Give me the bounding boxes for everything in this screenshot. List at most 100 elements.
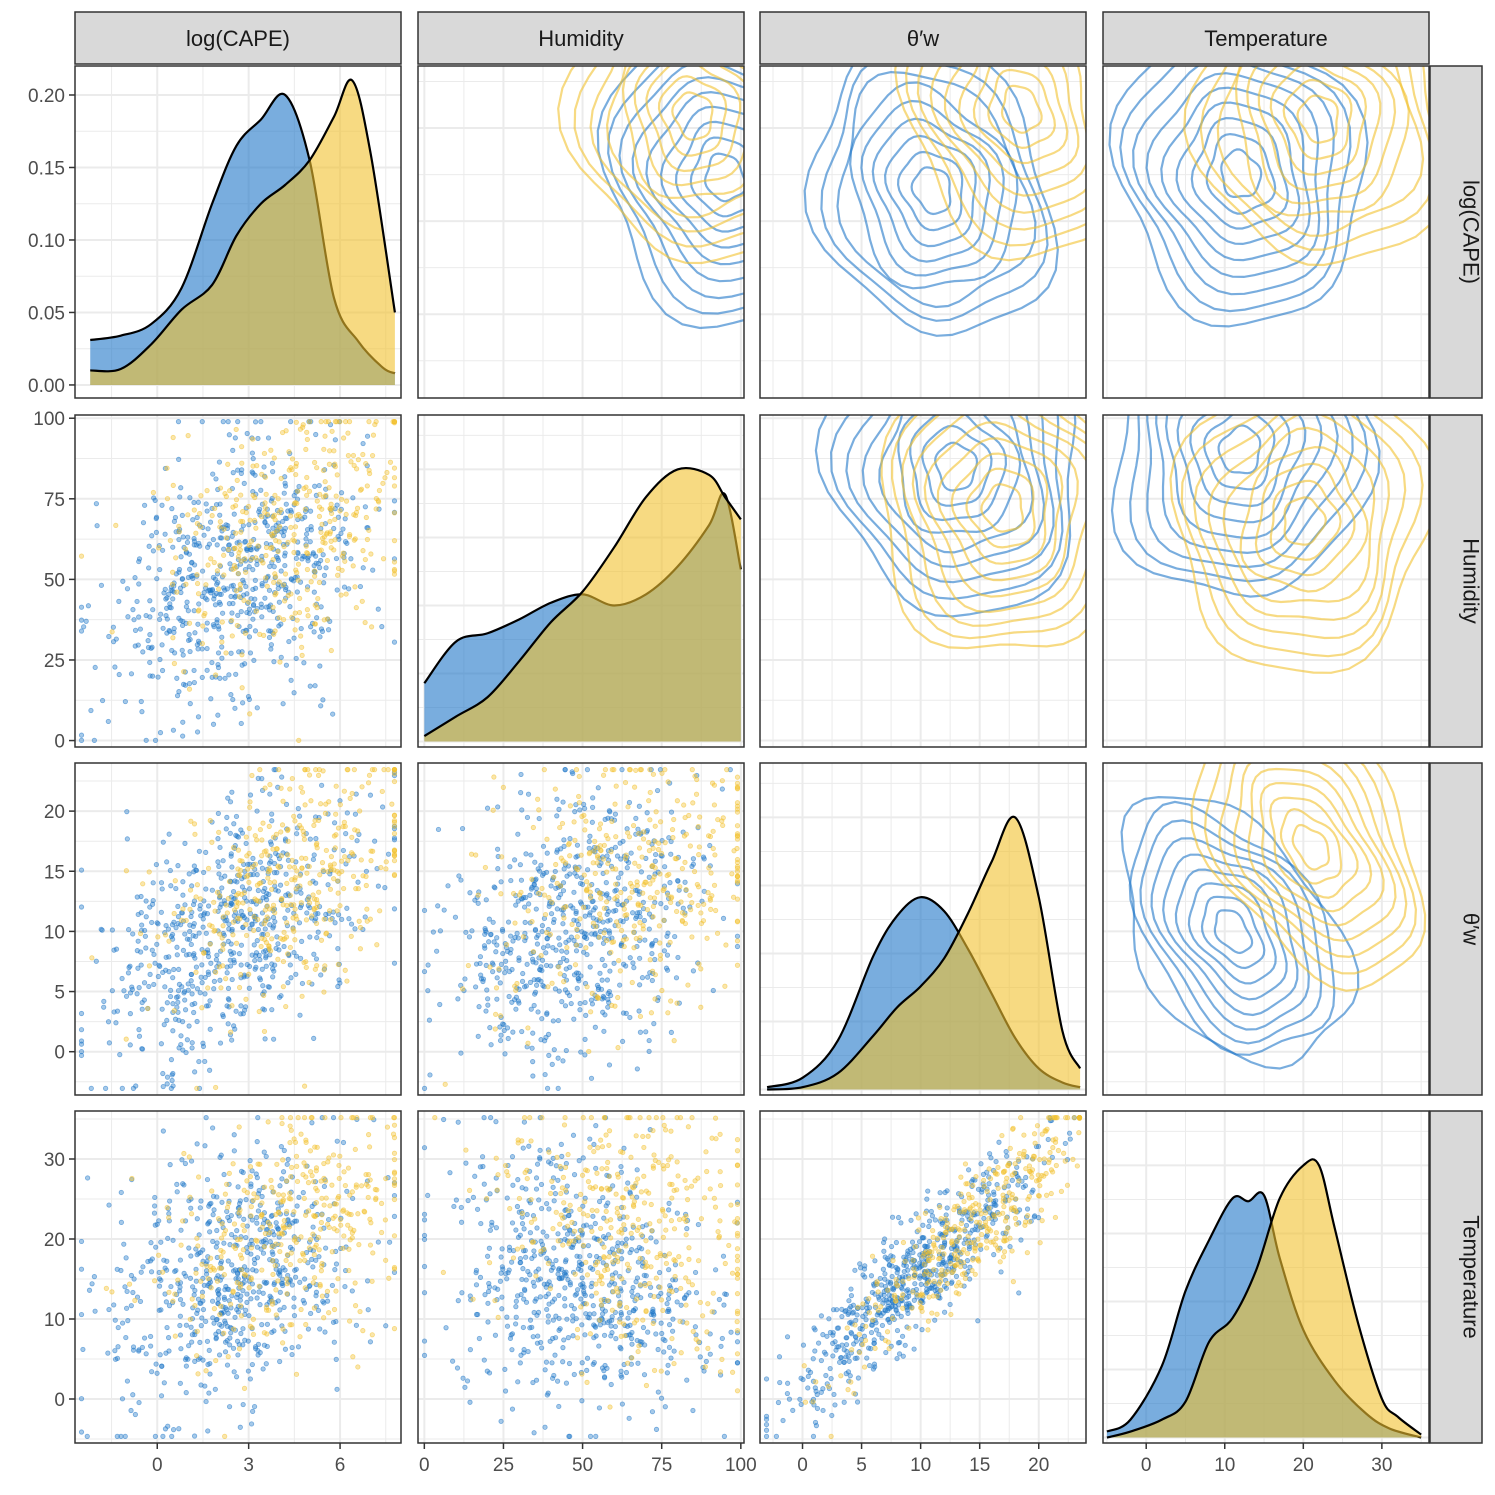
scatter-point xyxy=(677,884,683,890)
scatter-point xyxy=(666,1200,672,1206)
scatter-point xyxy=(641,917,647,924)
scatter-point xyxy=(629,889,635,895)
scatter-point xyxy=(497,1013,504,1019)
scatter-point xyxy=(250,1408,256,1414)
scatter-point xyxy=(694,776,700,783)
scatter-point xyxy=(525,1025,531,1031)
scatter-point xyxy=(303,531,310,537)
scatter-point xyxy=(339,868,345,875)
scatter-point xyxy=(589,990,595,997)
scatter-point xyxy=(246,610,253,617)
scatter-point xyxy=(330,1152,337,1158)
scatter-point xyxy=(350,1354,356,1360)
scatter-point xyxy=(138,1269,144,1275)
scatter-point xyxy=(218,985,224,991)
scatter-point xyxy=(139,999,145,1006)
scatter-point xyxy=(243,569,249,575)
scatter-point xyxy=(280,902,286,908)
scatter-point xyxy=(191,542,197,548)
scatter-point xyxy=(291,531,297,538)
scatter-point xyxy=(345,857,351,864)
scatter-point xyxy=(177,1313,183,1319)
scatter-point xyxy=(326,485,332,491)
scatter-point xyxy=(194,882,200,888)
scatter-point xyxy=(495,866,501,872)
scatter-point xyxy=(319,782,325,788)
scatter-point xyxy=(284,1291,290,1297)
scatter-point xyxy=(187,1316,193,1322)
scatter-point xyxy=(497,1278,504,1284)
scatter-point xyxy=(151,951,157,958)
scatter-point xyxy=(139,709,145,715)
scatter-point xyxy=(259,865,266,871)
scatter-point xyxy=(662,1404,668,1410)
scatter-point xyxy=(646,874,652,880)
scatter-point xyxy=(266,1307,272,1313)
scatter-point xyxy=(236,594,242,600)
scatter-point xyxy=(258,557,264,564)
scatter-point xyxy=(312,966,318,972)
scatter-point xyxy=(688,907,694,913)
scatter-point xyxy=(637,1029,644,1035)
scatter-point xyxy=(175,988,182,994)
scatter-point xyxy=(544,1233,550,1239)
scatter-point xyxy=(338,490,345,496)
scatter-point xyxy=(257,826,263,833)
scatter-point xyxy=(166,1348,172,1354)
scatter-point xyxy=(734,933,741,939)
scatter-point xyxy=(734,878,741,884)
scatter-point xyxy=(292,937,298,943)
scatter-point xyxy=(85,603,91,609)
scatter-point xyxy=(78,1429,85,1435)
scatter-point xyxy=(391,817,398,824)
scatter-point xyxy=(387,459,394,465)
scatter-point xyxy=(527,979,534,985)
scatter-point xyxy=(641,829,647,835)
scatter-point xyxy=(473,984,479,990)
contour-line xyxy=(1164,415,1323,540)
scatter-point xyxy=(623,1369,630,1376)
scatter-point xyxy=(508,933,514,939)
scatter-point xyxy=(238,1168,245,1174)
scatter-point xyxy=(537,967,543,973)
y-tick-label: 50 xyxy=(44,570,65,591)
scatter-point xyxy=(305,558,311,564)
scatter-point xyxy=(323,1245,329,1251)
scatter-point xyxy=(180,906,186,912)
scatter-point xyxy=(483,929,489,935)
scatter-point xyxy=(617,1344,623,1350)
scatter-point xyxy=(246,879,252,885)
scatter-point xyxy=(604,899,610,905)
scatter-point xyxy=(270,556,276,563)
scatter-point xyxy=(265,1119,271,1125)
scatter-point xyxy=(296,483,302,490)
scatter-point xyxy=(189,883,195,889)
scatter-point xyxy=(280,1282,286,1289)
scatter-point xyxy=(165,1335,172,1341)
scatter-point xyxy=(209,659,215,666)
scatter-point xyxy=(205,954,212,960)
scatter-point xyxy=(391,872,398,879)
scatter-point xyxy=(729,871,735,877)
scatter-point xyxy=(195,1371,201,1377)
scatter-point xyxy=(570,770,576,777)
scatter-point xyxy=(203,582,209,588)
panel-humidity-vs-log-cape xyxy=(74,414,402,748)
scatter-point xyxy=(485,996,491,1002)
scatter-point xyxy=(156,1283,163,1289)
scatter-point xyxy=(238,608,244,615)
scatter-point xyxy=(479,1154,486,1160)
scatter-point xyxy=(569,921,575,927)
scatter-point xyxy=(620,937,627,943)
scatter-point xyxy=(193,933,199,939)
scatter-point xyxy=(287,1322,293,1328)
scatter-point xyxy=(573,910,579,916)
contour-line xyxy=(1247,767,1385,927)
scatter-point xyxy=(246,564,252,570)
scatter-point xyxy=(164,859,170,865)
scatter-point xyxy=(587,883,593,889)
scatter-point xyxy=(322,1329,328,1335)
scatter-point xyxy=(335,946,341,952)
scatter-point xyxy=(188,1324,194,1330)
scatter-point xyxy=(128,1272,135,1279)
